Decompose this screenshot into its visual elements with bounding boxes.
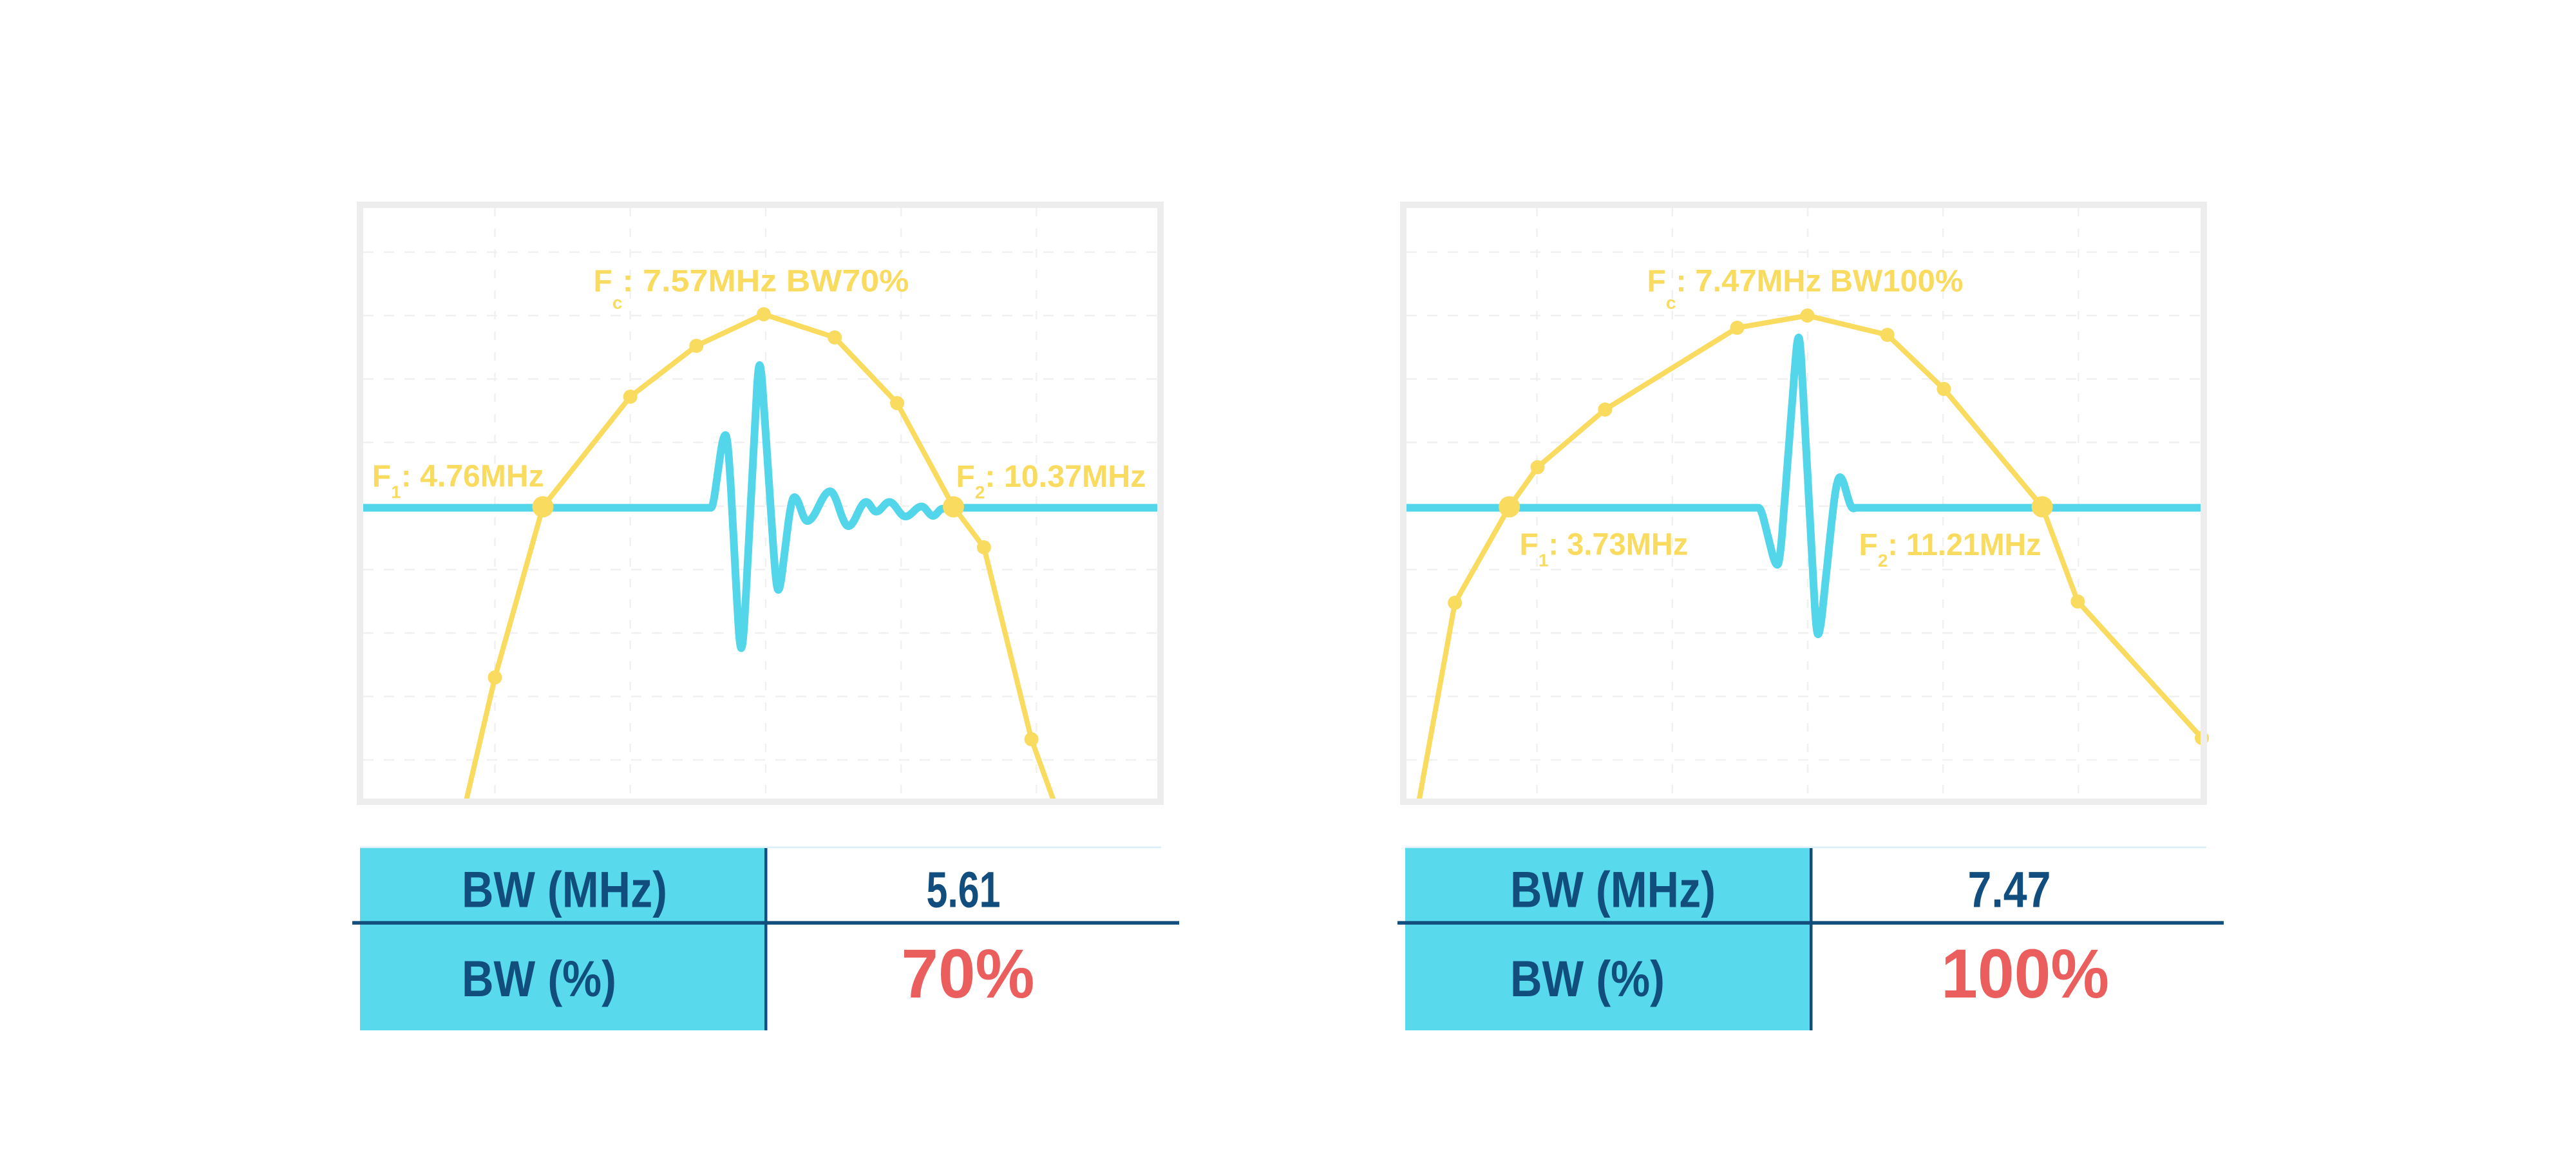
svg-text:5.61: 5.61 xyxy=(927,861,1001,918)
svg-text:7.47: 7.47 xyxy=(1968,861,2051,918)
svg-text:BW (%): BW (%) xyxy=(1510,950,1665,1007)
svg-text:BW (%): BW (%) xyxy=(462,950,616,1007)
svg-text:70%: 70% xyxy=(902,934,1035,1012)
svg-text:BW (MHz): BW (MHz) xyxy=(462,861,667,918)
svg-text:100%: 100% xyxy=(1941,934,2109,1012)
svg-text:BW (MHz): BW (MHz) xyxy=(1510,861,1716,918)
